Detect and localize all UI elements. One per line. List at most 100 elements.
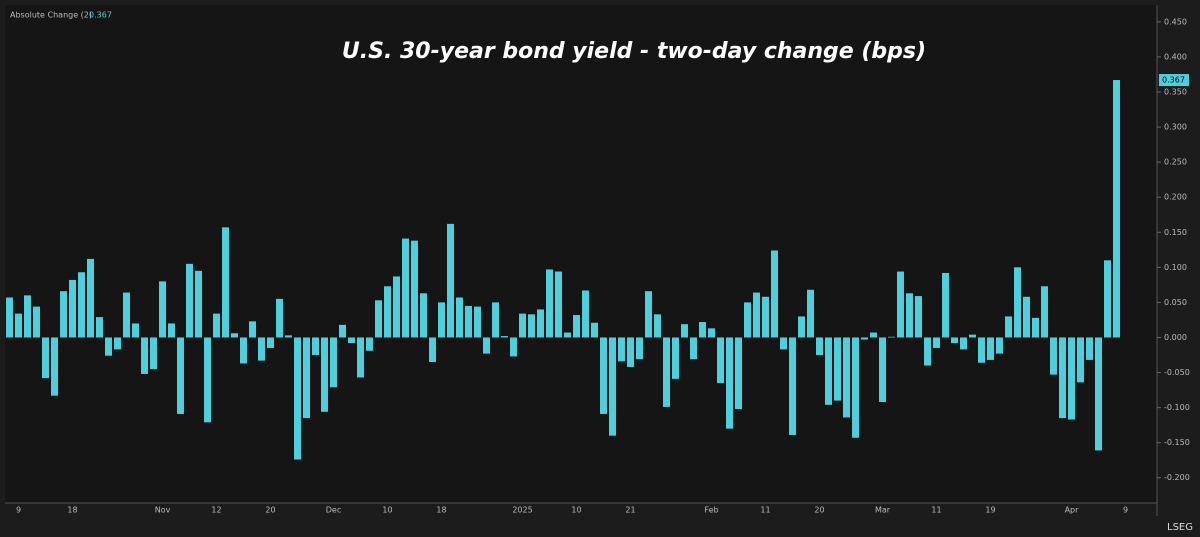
bar [159, 281, 166, 338]
x-tick-label: 20 [814, 506, 824, 515]
source: LSEG [1167, 522, 1193, 533]
y-tick-label: 0.150 [1164, 228, 1187, 237]
bar [951, 337, 958, 344]
bar [879, 337, 886, 402]
bar [1104, 260, 1111, 338]
bar [663, 337, 670, 407]
bar [213, 313, 220, 338]
bar [546, 269, 553, 338]
bar [6, 297, 13, 338]
y-tick-label: -0.050 [1164, 368, 1190, 377]
bar [942, 272, 949, 338]
bar [825, 337, 832, 405]
bar [609, 337, 616, 436]
x-tick-label: Nov [155, 506, 171, 515]
x-tick-label: 9 [1123, 506, 1128, 515]
bar [276, 298, 283, 338]
bar [1095, 337, 1102, 451]
bar [366, 337, 373, 351]
x-tick-label: 19 [985, 506, 995, 515]
x-tick-label: 9 [16, 506, 21, 515]
bar [474, 306, 481, 338]
bar [564, 332, 571, 338]
y-tick-label: 0.100 [1164, 263, 1187, 272]
bar [960, 337, 967, 350]
bar [861, 337, 868, 340]
x-tick-label: 11 [931, 506, 941, 515]
bar [321, 337, 328, 412]
bar [1086, 337, 1093, 360]
bar [231, 333, 238, 338]
y-tick-label: 0.400 [1164, 52, 1187, 61]
bar [438, 302, 445, 338]
bar [1005, 316, 1012, 338]
bar [789, 337, 796, 435]
bar [69, 279, 76, 338]
bar [1068, 337, 1075, 420]
bar [240, 337, 247, 364]
bar [303, 337, 310, 419]
bar [177, 337, 184, 414]
bar [780, 337, 787, 350]
bar [123, 292, 130, 338]
bar [384, 286, 391, 338]
bar [483, 337, 490, 354]
x-tick-label: 12 [211, 506, 221, 515]
bar [690, 337, 697, 360]
x-tick-label: 21 [625, 506, 635, 515]
bar [348, 337, 355, 344]
bar [519, 313, 526, 338]
bar [195, 270, 202, 338]
bar [78, 272, 85, 338]
chart-title: U.S. 30-year bond yield - two-day change… [342, 39, 926, 64]
x-tick-label: 10 [382, 506, 392, 515]
bar [717, 337, 724, 384]
bar [600, 337, 607, 414]
bar [528, 314, 535, 338]
legend-label: Absolute Change (2) [10, 11, 92, 20]
bar [888, 336, 895, 338]
bar [816, 337, 823, 356]
bar [573, 315, 580, 338]
x-tick-label: 11 [760, 506, 770, 515]
bar [258, 337, 265, 361]
bar [645, 291, 652, 338]
bar [762, 296, 769, 338]
bar [582, 290, 589, 338]
bar [798, 316, 805, 338]
bar [150, 337, 157, 370]
bar [591, 322, 598, 338]
plot-area [5, 5, 1157, 503]
bar [186, 263, 193, 338]
bar [168, 323, 175, 338]
bar [636, 337, 643, 360]
bar [1077, 337, 1084, 383]
bar [402, 238, 409, 338]
bar [285, 335, 292, 338]
bar [393, 276, 400, 338]
bar [618, 337, 625, 362]
y-tick-label: -0.200 [1164, 473, 1190, 482]
bar [987, 337, 994, 360]
last-value-box [1159, 74, 1189, 87]
bar [744, 302, 751, 338]
bar [375, 300, 382, 338]
bar [753, 292, 760, 338]
y-tick-label: 0.050 [1164, 298, 1187, 307]
bar [447, 223, 454, 338]
bar [294, 337, 301, 460]
bar [312, 337, 319, 356]
bar [267, 337, 274, 348]
bar [429, 337, 436, 363]
bar [1050, 337, 1057, 375]
bar [996, 337, 1003, 354]
bar [492, 302, 499, 338]
y-tick-label: -0.150 [1164, 438, 1190, 447]
bar [114, 337, 121, 350]
y-tick-label: 0.000 [1164, 333, 1187, 342]
legend-value: 0.367 [89, 11, 112, 20]
bar [357, 337, 364, 378]
y-tick-label: 0.200 [1164, 193, 1187, 202]
